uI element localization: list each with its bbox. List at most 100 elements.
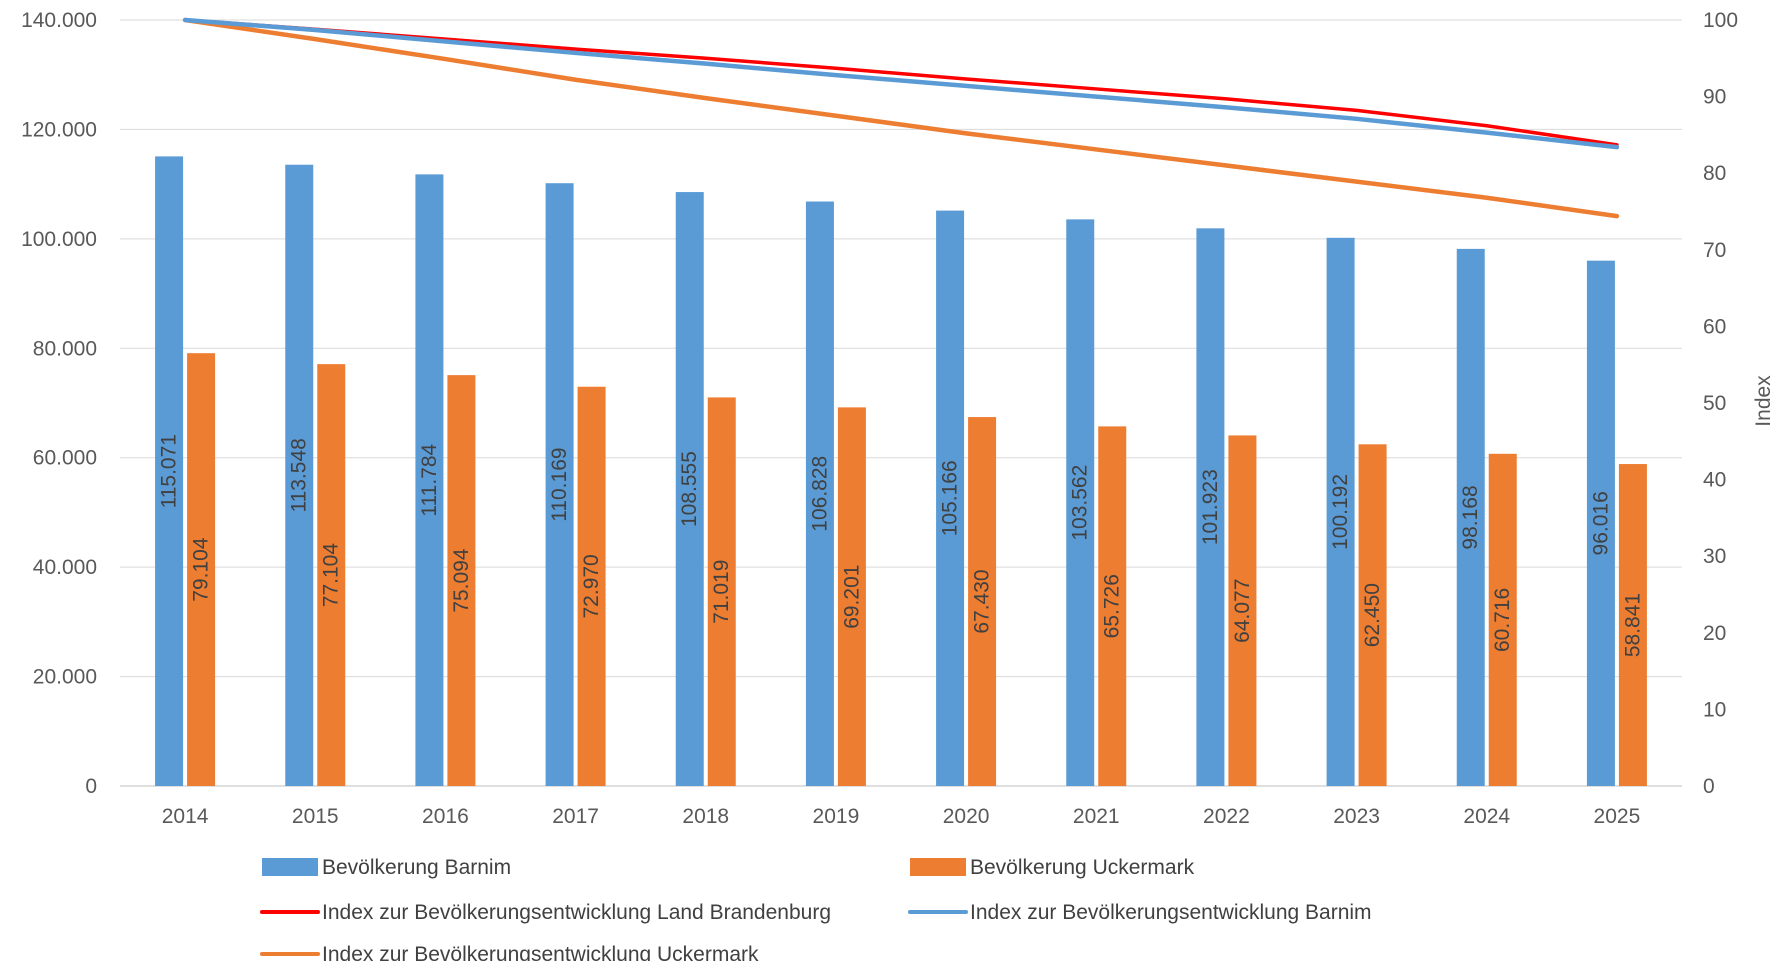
legend-item: Bevölkerung Barnim (262, 856, 511, 879)
left-tick-label: 100.000 (21, 228, 97, 251)
bar-data-label: 96.016 (1589, 491, 1612, 555)
axis-ticks: 0 20.000 40.000 60.000 80.000 100.000 120.000 1… (21, 9, 1738, 828)
bar-uckermark (317, 364, 346, 786)
line-index-barnim (182, 17, 1620, 150)
bar-uckermark (1098, 426, 1127, 786)
bar-uckermark (1228, 435, 1257, 786)
left-tick-label: 80.000 (33, 337, 97, 360)
x-tick-label: 2015 (292, 805, 339, 828)
bar-data-label: 64.077 (1231, 579, 1254, 643)
legend-label: Bevölkerung Uckermark (970, 856, 1195, 879)
bar-barnim (545, 183, 574, 786)
x-tick-label: 2014 (162, 805, 209, 828)
bar-data-label: 115.071 (158, 434, 181, 508)
bar-barnim (155, 156, 184, 787)
left-tick-label: 0 (85, 775, 97, 798)
bar-data-label: 108.555 (678, 451, 701, 527)
legend-swatch (910, 858, 966, 876)
left-tick-label: 140.000 (21, 9, 97, 32)
x-tick-label: 2024 (1463, 805, 1510, 828)
bar-data-label: 72.970 (580, 554, 603, 618)
right-tick-label: 20 (1703, 622, 1726, 645)
bar-data-label: 71.019 (710, 560, 733, 624)
bar-data-label: 110.169 (548, 447, 571, 521)
right-tick-label: 90 (1703, 86, 1726, 109)
left-tick-label: 60.000 (33, 447, 97, 470)
bar-data-label: 75.094 (450, 548, 473, 613)
bar-data-label: 105.166 (939, 460, 962, 536)
bar-uckermark (1618, 464, 1647, 786)
bar-data-label: 113.548 (288, 438, 311, 512)
x-tick-label: 2025 (1594, 805, 1641, 828)
right-tick-label: 40 (1703, 469, 1726, 492)
bar-data-label: 98.168 (1459, 485, 1482, 549)
legend-label: Bevölkerung Barnim (322, 856, 511, 879)
bar-data-label: 69.201 (840, 565, 863, 629)
legend-label: Index zur Bevölkerungsentwicklung Barnim (970, 901, 1372, 924)
legend-label: Index zur Bevölkerungsentwicklung Uckerm… (322, 943, 759, 961)
left-tick-label: 120.000 (21, 118, 97, 141)
bar-uckermark (1488, 453, 1517, 786)
bar-data-label: 62.450 (1361, 583, 1384, 647)
line-index-uckermark (182, 17, 1620, 219)
right-tick-label: 50 (1703, 392, 1726, 415)
bar-data-label: 67.430 (971, 569, 994, 633)
bar-barnim (936, 210, 965, 786)
bar-data-label: 106.828 (808, 456, 831, 532)
right-tick-label: 70 (1703, 239, 1726, 262)
bar-data-label: 103.562 (1069, 465, 1092, 541)
x-tick-label: 2023 (1333, 805, 1380, 828)
bar-barnim (1196, 228, 1225, 787)
bar-uckermark (577, 386, 606, 786)
bar-barnim (805, 201, 834, 786)
index-lines (182, 17, 1620, 219)
bar-barnim (415, 174, 444, 786)
bar-data-label: 58.841 (1621, 593, 1644, 657)
x-tick-label: 2017 (552, 805, 599, 828)
bar-data-label: 60.716 (1491, 588, 1514, 652)
bar-uckermark (187, 353, 216, 786)
x-tick-label: 2021 (1073, 805, 1120, 828)
x-tick-label: 2018 (682, 805, 729, 828)
x-tick-label: 2020 (943, 805, 990, 828)
x-tick-label: 2016 (422, 805, 469, 828)
legend-item: Bevölkerung Uckermark (910, 856, 1195, 879)
bar-data-label: 77.104 (320, 543, 343, 608)
bar-barnim (1586, 260, 1615, 787)
legend: Bevölkerung Barnim Bevölkerung Uckermark I… (260, 856, 1372, 961)
legend-swatch (262, 858, 318, 876)
bar-barnim (1066, 219, 1095, 786)
data-labels: 115.071 113.548 111.784 110.169 108.555 106.8… (158, 434, 1645, 657)
right-tick-label: 10 (1703, 698, 1726, 721)
legend-label: Index zur Bevölkerungsentwicklung Land B… (322, 901, 831, 924)
right-axis-title: Index (1752, 375, 1775, 427)
bar-data-label: 101.923 (1199, 469, 1222, 545)
bars (155, 156, 1647, 787)
bar-barnim (1456, 248, 1485, 786)
legend-item: Index zur Bevölkerungsentwicklung Land B… (260, 901, 831, 924)
right-tick-label: 60 (1703, 315, 1726, 338)
bar-data-label: 79.104 (190, 537, 213, 602)
bar-barnim (285, 164, 314, 786)
bar-barnim (1326, 237, 1355, 786)
right-tick-label: 0 (1703, 775, 1715, 798)
right-tick-label: 30 (1703, 545, 1726, 568)
right-tick-label: 100 (1703, 9, 1738, 32)
bar-barnim (675, 192, 704, 786)
bar-data-label: 65.726 (1101, 574, 1124, 638)
legend-item: Index zur Bevölkerungsentwicklung Barnim (908, 901, 1372, 924)
x-tick-label: 2019 (813, 805, 860, 828)
bar-uckermark (837, 407, 866, 786)
legend-item: Index zur Bevölkerungsentwicklung Uckerm… (260, 943, 759, 961)
gridlines (120, 19, 1682, 787)
bar-data-label: 111.784 (418, 443, 441, 516)
bar-uckermark (707, 397, 736, 786)
bar-uckermark (968, 417, 997, 786)
x-tick-label: 2022 (1203, 805, 1250, 828)
bar-uckermark (447, 375, 476, 786)
left-tick-label: 40.000 (33, 556, 97, 579)
bar-uckermark (1358, 444, 1387, 786)
right-tick-label: 80 (1703, 162, 1726, 185)
